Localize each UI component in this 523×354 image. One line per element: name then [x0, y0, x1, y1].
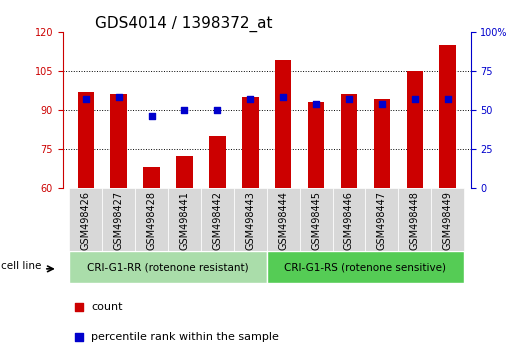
Bar: [333, 188, 366, 251]
Text: GSM498441: GSM498441: [179, 191, 189, 250]
Text: GSM498446: GSM498446: [344, 191, 354, 250]
Text: count: count: [92, 302, 123, 312]
Point: [312, 101, 320, 106]
Text: CRI-G1-RS (rotenone sensitive): CRI-G1-RS (rotenone sensitive): [285, 262, 447, 272]
Bar: [267, 251, 464, 283]
Bar: [308, 102, 324, 188]
Bar: [201, 188, 234, 251]
Point: [82, 96, 90, 102]
Bar: [70, 251, 267, 283]
Bar: [373, 99, 390, 188]
Text: CRI-G1-RR (rotenone resistant): CRI-G1-RR (rotenone resistant): [87, 262, 249, 272]
Bar: [439, 45, 456, 188]
Point: [279, 95, 287, 100]
Text: GSM498442: GSM498442: [212, 191, 222, 250]
Bar: [431, 188, 464, 251]
Bar: [77, 92, 94, 188]
Point: [213, 107, 222, 113]
Text: cell line: cell line: [1, 261, 42, 271]
Bar: [366, 188, 399, 251]
Bar: [399, 188, 431, 251]
Bar: [70, 188, 102, 251]
Text: GSM498445: GSM498445: [311, 191, 321, 250]
Text: GSM498428: GSM498428: [146, 191, 156, 250]
Bar: [168, 188, 201, 251]
Text: GSM498427: GSM498427: [113, 191, 123, 250]
Text: GSM498443: GSM498443: [245, 191, 255, 250]
Text: GSM498447: GSM498447: [377, 191, 387, 250]
Text: GSM498449: GSM498449: [442, 191, 453, 250]
Bar: [406, 71, 423, 188]
Text: GDS4014 / 1398372_at: GDS4014 / 1398372_at: [95, 16, 273, 32]
Text: GSM498448: GSM498448: [410, 191, 420, 250]
Text: GSM498444: GSM498444: [278, 191, 288, 250]
Point: [115, 95, 123, 100]
Bar: [300, 188, 333, 251]
Bar: [110, 94, 127, 188]
Bar: [102, 188, 135, 251]
Bar: [143, 167, 160, 188]
Point: [180, 107, 189, 113]
Point: [411, 96, 419, 102]
Text: GSM498426: GSM498426: [81, 191, 91, 250]
Bar: [209, 136, 225, 188]
Point: [411, 165, 419, 170]
Bar: [275, 61, 291, 188]
Point: [444, 96, 452, 102]
Bar: [176, 156, 192, 188]
Bar: [267, 188, 300, 251]
Bar: [341, 94, 357, 188]
Bar: [242, 97, 258, 188]
Point: [345, 96, 353, 102]
Bar: [234, 188, 267, 251]
Point: [246, 96, 255, 102]
Text: percentile rank within the sample: percentile rank within the sample: [92, 332, 279, 342]
Bar: [135, 188, 168, 251]
Point: [378, 101, 386, 106]
Point: [147, 113, 156, 119]
